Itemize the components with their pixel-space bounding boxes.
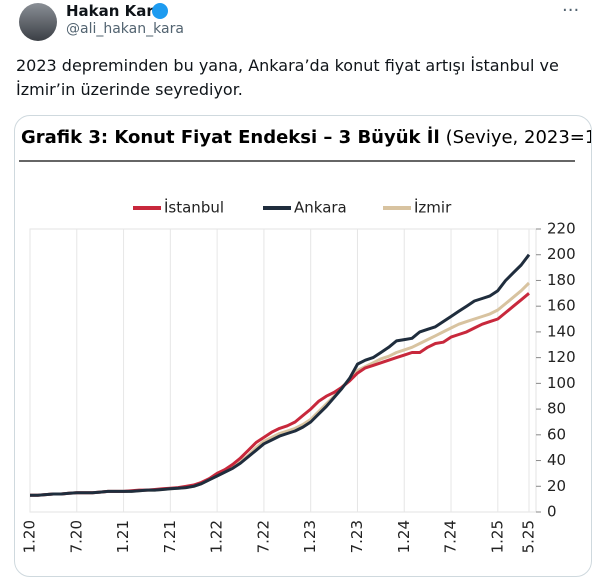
x-tick-label: 1.24 (395, 520, 413, 553)
x-tick-label: 7.20 (67, 520, 85, 553)
y-tick-label: 120 (547, 348, 576, 366)
legend-label: Ankara (294, 199, 347, 217)
chart-card[interactable]: Grafik 3: Konut Fiyat Endeksi – 3 Büyük … (14, 115, 592, 577)
x-tick-label: 7.23 (348, 520, 366, 553)
plot-frame (29, 228, 537, 513)
x-tick-label: 1.23 (301, 520, 319, 553)
y-tick-label: 200 (547, 245, 576, 263)
x-tick-label: 1.25 (488, 520, 506, 553)
legend-label: İstanbul (164, 198, 224, 217)
page: Hakan Kara @ali_hakan_kara ··· 2023 depr… (14, 0, 592, 577)
series-line (30, 292, 530, 497)
tweet-text: 2023 depreminden bu yana, Ankara’da konu… (16, 56, 559, 75)
x-tick-label: 7.22 (254, 520, 272, 553)
y-tick-label: 40 (547, 451, 566, 469)
y-tick-label: 160 (547, 297, 576, 315)
y-tick-label: 60 (547, 425, 566, 443)
x-tick-label: 1.20 (21, 520, 39, 553)
y-tick-label: 0 (547, 503, 557, 521)
x-tick-label: 5.25 (520, 520, 538, 553)
user-handle[interactable]: @ali_hakan_kara (66, 21, 184, 37)
tweet-text: İzmir’in üzerinde seyrediyor. (16, 80, 243, 99)
y-tick-label: 80 (547, 400, 566, 418)
y-tick-label: 20 (547, 477, 566, 495)
legend-label: İzmir (414, 198, 452, 217)
x-tick-label: 7.21 (161, 520, 179, 553)
y-tick-label: 180 (547, 271, 576, 289)
x-tick-label: 1.22 (208, 520, 226, 553)
more-button[interactable]: ··· (562, 0, 580, 21)
x-tick-label: 1.21 (114, 520, 132, 553)
y-tick-label: 140 (547, 322, 576, 340)
chart-title: Grafik 3: Konut Fiyat Endeksi – 3 Büyük … (21, 126, 591, 148)
series-line (30, 253, 531, 497)
y-tick-label: 220 (547, 220, 576, 238)
chart-title: Grafik 3: Konut Fiyat Endeksi – 3 Büyük … (21, 126, 440, 148)
user-name[interactable]: Hakan Kara (66, 2, 164, 20)
y-tick-label: 100 (547, 374, 576, 392)
chart-subtitle: (Seviye, 2023=100) (446, 127, 591, 148)
verified-badge (152, 3, 168, 19)
x-tick-label: 7.24 (442, 520, 460, 553)
avatar[interactable] (19, 3, 57, 41)
chart: Grafik 3: Konut Fiyat Endeksi – 3 Büyük … (19, 126, 591, 553)
